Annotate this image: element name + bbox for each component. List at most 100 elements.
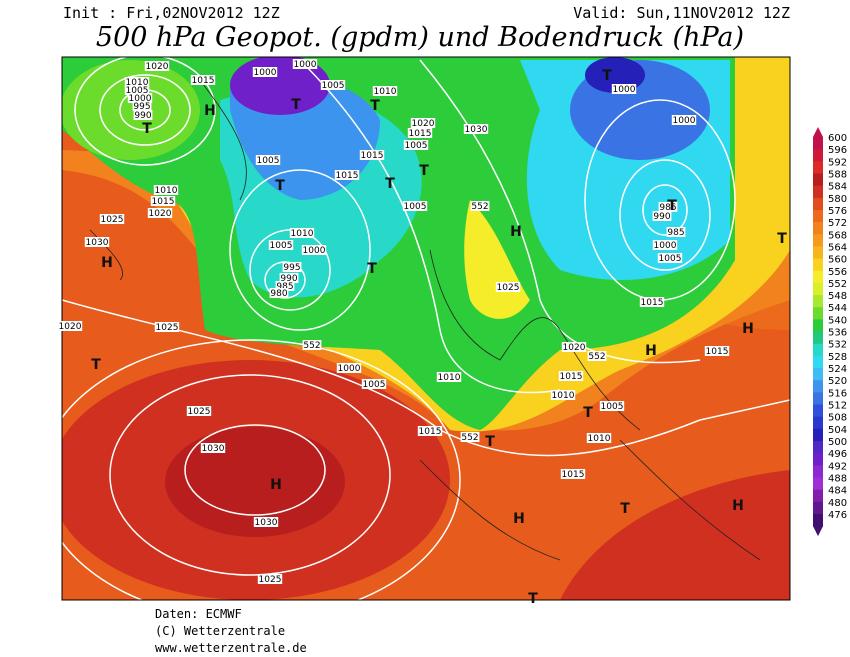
isobar-label: 985 [659, 203, 676, 213]
isobar-label: 1030 [255, 518, 278, 528]
isobar-label: 1030 [202, 444, 225, 454]
legend-label: 592 [828, 157, 847, 168]
isobar-label: 1000 [673, 116, 696, 126]
isobar-label: 1010 [588, 434, 611, 444]
footer-copyright: (C) Wetterzentrale [155, 624, 285, 638]
legend-swatch [813, 477, 823, 491]
legend-arrow-bottom [813, 526, 823, 537]
isobar-label: 1020 [149, 209, 172, 219]
isobar-label: 1005 [659, 254, 682, 264]
pressure-center: H [204, 103, 216, 119]
isobar-label-bg [57, 321, 83, 331]
isobar-label: 1020 [563, 343, 586, 353]
legend-swatch [813, 428, 823, 442]
pressure-center: H [270, 477, 282, 493]
isobar-label: 1005 [363, 380, 386, 390]
isobar-label: 1005 [270, 241, 293, 251]
legend-label: 540 [828, 315, 847, 326]
isobar-label: 1005 [126, 86, 149, 96]
isobar-label-bg [550, 390, 576, 400]
isobar-label-bg [99, 214, 125, 224]
valid-time: Valid: Sun,11NOV2012 12Z [573, 4, 790, 22]
legend-swatch [813, 197, 823, 211]
isobar-label: 1030 [86, 238, 109, 248]
legend-swatch [813, 173, 823, 187]
legend-label: 556 [828, 267, 847, 278]
isobar-label: 1005 [405, 141, 428, 151]
isobar-label-bg [417, 426, 443, 436]
isobar-label-bg [657, 253, 683, 263]
legend-label: 564 [828, 242, 847, 253]
legend-swatch [813, 441, 823, 454]
isobar-label: 1025 [156, 323, 179, 333]
isobar-label-bg [361, 379, 387, 389]
isobar-label-bg [268, 240, 294, 250]
isobar-label-bg [252, 67, 278, 77]
legend-swatch [813, 343, 823, 357]
isobar-label: 552 [303, 341, 320, 351]
legend-swatch [813, 380, 823, 393]
isobar-label-bg [124, 77, 150, 87]
legend-label: 496 [828, 449, 847, 460]
legend-label: 548 [828, 291, 847, 302]
isobar-label: 1015 [562, 470, 585, 480]
isobar-label: 1000 [294, 60, 317, 70]
isobar-label: 1020 [146, 62, 169, 72]
isobar-label-bg [289, 228, 315, 238]
isobar-label: 1010 [374, 87, 397, 97]
isobar-label-bg [652, 211, 672, 221]
isobar-label-bg [84, 237, 110, 247]
map-title: 500 hPa Geopot. (gpdm) und Bodendruck (h… [96, 22, 744, 53]
isobar-label-bg [190, 75, 216, 85]
isobar-label-bg [495, 282, 521, 292]
legend-label: 552 [828, 279, 847, 290]
isobar-label-bg [372, 86, 398, 96]
legend-label: 484 [828, 486, 847, 497]
legend-swatch [813, 234, 823, 247]
isobar-label-bg [144, 61, 170, 71]
isobar-label-bg [133, 110, 153, 120]
isobar-label-bg [334, 170, 360, 180]
legend-swatch [813, 295, 823, 308]
isobar-label-bg [402, 201, 428, 211]
isobar-label-bg [302, 340, 322, 350]
isobar-label-bg [200, 443, 226, 453]
isobar-label-bg [147, 208, 173, 218]
pressure-center: T [291, 97, 301, 113]
legend-label: 568 [828, 230, 847, 241]
isobar-label: 1010 [552, 391, 575, 401]
pressure-center: T [367, 261, 377, 277]
isobar-label: 1015 [641, 298, 664, 308]
pressure-center: H [732, 498, 744, 514]
pressure-center: H [645, 343, 657, 359]
isobar-label-bg [150, 196, 176, 206]
legend-swatch [813, 489, 823, 503]
isobar-label: 995 [283, 263, 300, 273]
isobar-label: 1015 [419, 427, 442, 437]
pressure-center: T [275, 178, 285, 194]
legend-label: 536 [828, 328, 847, 339]
legend-label: 596 [828, 145, 847, 156]
isobar-label: 990 [134, 111, 151, 121]
isobar-label-bg [292, 59, 318, 69]
isobar-label-bg [403, 140, 429, 150]
isobar-label-bg [407, 128, 433, 138]
legend-swatch [813, 465, 823, 478]
legend-swatch [813, 161, 823, 174]
pressure-center: H [742, 321, 754, 337]
isobar-label-bg [154, 322, 180, 332]
isobar-label-bg [599, 401, 625, 411]
legend-swatch [813, 209, 823, 223]
legend-label: 492 [828, 461, 847, 472]
isobar-label-bg [470, 201, 490, 211]
isobar-label: 1005 [404, 202, 427, 212]
pressure-center: T [142, 121, 152, 137]
legend-swatch [813, 270, 823, 284]
legend-label: 504 [828, 425, 847, 436]
isobar-label: 990 [653, 212, 670, 222]
isobar-label-bg [336, 363, 362, 373]
legend-label: 600 [828, 133, 847, 144]
pressure-center: T [528, 591, 538, 607]
isobar-label-bg [257, 574, 283, 584]
legend-label: 508 [828, 413, 847, 424]
